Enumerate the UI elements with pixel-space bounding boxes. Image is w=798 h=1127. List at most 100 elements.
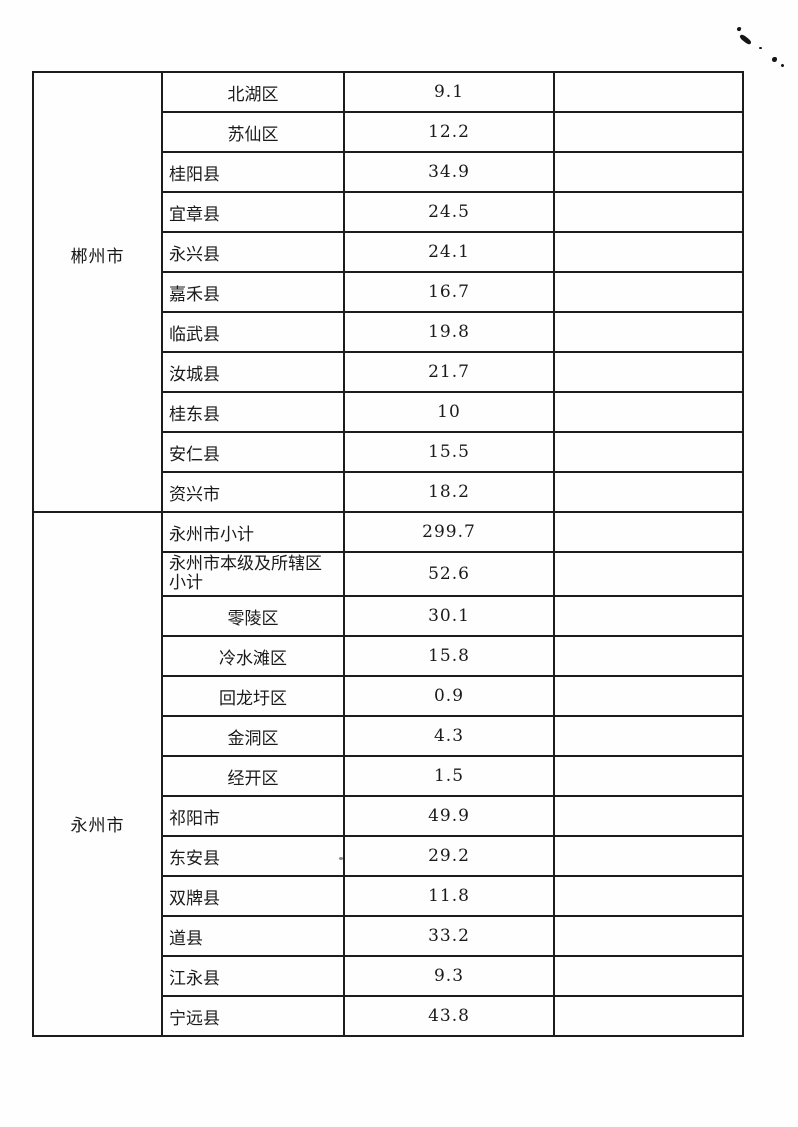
empty-cell — [553, 351, 744, 393]
district-cell: 临武县 — [161, 311, 345, 353]
district-cell: 资兴市 — [161, 471, 345, 513]
empty-cell — [553, 111, 744, 153]
empty-cell — [553, 71, 744, 113]
region-values-table: 郴州市 北湖区 9.1 苏仙区 12.2 桂阳县 34.9 宜章县 24.5 — [32, 71, 744, 1037]
value-cell: 43.8 — [343, 995, 555, 1037]
value-cell: 24.1 — [343, 231, 555, 273]
district-cell: 东安县 — [161, 835, 345, 877]
table-row: 嘉禾县 16.7 — [33, 271, 744, 313]
value-cell: 15.8 — [343, 635, 555, 677]
value-cell: 12.2 — [343, 111, 555, 153]
table-row: 零陵区 30.1 — [33, 595, 744, 637]
district-cell: 冷水滩区 — [161, 635, 345, 677]
district-cell: 宜章县 — [161, 191, 345, 233]
value-cell: 9.3 — [343, 955, 555, 997]
ink-stroke — [738, 33, 753, 46]
table-row: 资兴市 18.2 — [33, 471, 744, 513]
empty-cell — [553, 311, 744, 353]
district-cell: 桂东县 — [161, 391, 345, 433]
table-row: 宜章县 24.5 — [33, 191, 744, 233]
value-cell: 11.8 — [343, 875, 555, 917]
city-label: 永州市 — [70, 815, 125, 836]
ink-speck — [736, 26, 742, 32]
table-row: 永州市本级及所辖区小计 52.6 — [33, 551, 744, 597]
table-row: 郴州市 北湖区 9.1 — [32, 71, 744, 513]
value-cell: 19.8 — [343, 311, 555, 353]
empty-cell — [553, 471, 744, 513]
district-cell: 道县 — [161, 915, 345, 957]
table-row: 道县 33.2 — [33, 915, 744, 957]
table-row: 双牌县 11.8 — [33, 875, 744, 917]
table-row: 江永县 9.3 — [33, 955, 744, 997]
city-label: 郴州市 — [70, 246, 125, 267]
value-cell: 49.9 — [343, 795, 555, 837]
empty-cell — [553, 915, 744, 957]
district-cell: 桂阳县 — [161, 151, 345, 193]
empty-cell — [553, 151, 744, 193]
value-cell: 34.9 — [343, 151, 555, 193]
value-cell: 299.7 — [343, 511, 555, 553]
value-cell: 1.5 — [343, 755, 555, 797]
empty-cell — [553, 551, 744, 597]
district-cell: 双牌县 — [161, 875, 345, 917]
empty-cell — [553, 715, 744, 757]
empty-cell — [553, 835, 744, 877]
value-cell: 0.9 — [343, 675, 555, 717]
district-cell: 金洞区 — [161, 715, 345, 757]
empty-cell — [553, 511, 744, 553]
value-cell: 9.1 — [343, 71, 555, 113]
district-cell: 安仁县 — [161, 431, 345, 473]
empty-cell — [553, 595, 744, 637]
table-row: 苏仙区 12.2 — [33, 111, 744, 153]
value-cell: 10 — [343, 391, 555, 433]
district-cell: 永州市本级及所辖区小计 — [161, 551, 345, 597]
empty-cell — [553, 675, 744, 717]
value-cell: 15.5 — [343, 431, 555, 473]
ink-speck — [780, 63, 785, 68]
empty-cell — [553, 875, 744, 917]
district-cell: 北湖区 — [161, 71, 345, 113]
district-cell: 永州市小计 — [161, 511, 345, 553]
district-cell: 江永县 — [161, 955, 345, 997]
ink-speck — [759, 47, 762, 49]
table-row: 经开区 1.5 — [33, 755, 744, 797]
table-row: 临武县 19.8 — [33, 311, 744, 353]
empty-cell — [553, 231, 744, 273]
district-cell: 零陵区 — [161, 595, 345, 637]
district-cell: 祁阳市 — [161, 795, 345, 837]
empty-cell — [553, 755, 744, 797]
district-cell: 永兴县 — [161, 231, 345, 273]
value-cell: 4.3 — [343, 715, 555, 757]
value-cell: 18.2 — [343, 471, 555, 513]
value-cell: 21.7 — [343, 351, 555, 393]
city-cell-chenzhou: 郴州市 — [32, 71, 163, 513]
table-row: 金洞区 4.3 — [33, 715, 744, 757]
empty-cell — [553, 995, 744, 1037]
district-cell: 嘉禾县 — [161, 271, 345, 313]
table-row: 宁远县 43.8 — [33, 995, 744, 1037]
district-cell: 苏仙区 — [161, 111, 345, 153]
table-row: 汝城县 21.7 — [33, 351, 744, 393]
value-cell: 52.6 — [343, 551, 555, 597]
value-cell: 30.1 — [343, 595, 555, 637]
ink-speck — [772, 57, 777, 62]
empty-cell — [553, 795, 744, 837]
city-cell-yongzhou: 永州市 — [32, 511, 163, 1037]
table-row: 东安县 29.2 — [33, 835, 744, 877]
empty-cell — [553, 955, 744, 997]
empty-cell — [553, 391, 744, 433]
district-cell: 宁远县 — [161, 995, 345, 1037]
empty-cell — [553, 635, 744, 677]
district-cell: 经开区 — [161, 755, 345, 797]
empty-cell — [553, 431, 744, 473]
value-cell: 29.2 — [343, 835, 555, 877]
table-row: 桂阳县 34.9 — [33, 151, 744, 193]
table-row: 祁阳市 49.9 — [33, 795, 744, 837]
district-cell: 汝城县 — [161, 351, 345, 393]
table-row: 桂东县 10 — [33, 391, 744, 433]
district-cell: 回龙圩区 — [161, 675, 345, 717]
value-cell: 33.2 — [343, 915, 555, 957]
empty-cell — [553, 271, 744, 313]
table-row: 冷水滩区 15.8 — [33, 635, 744, 677]
